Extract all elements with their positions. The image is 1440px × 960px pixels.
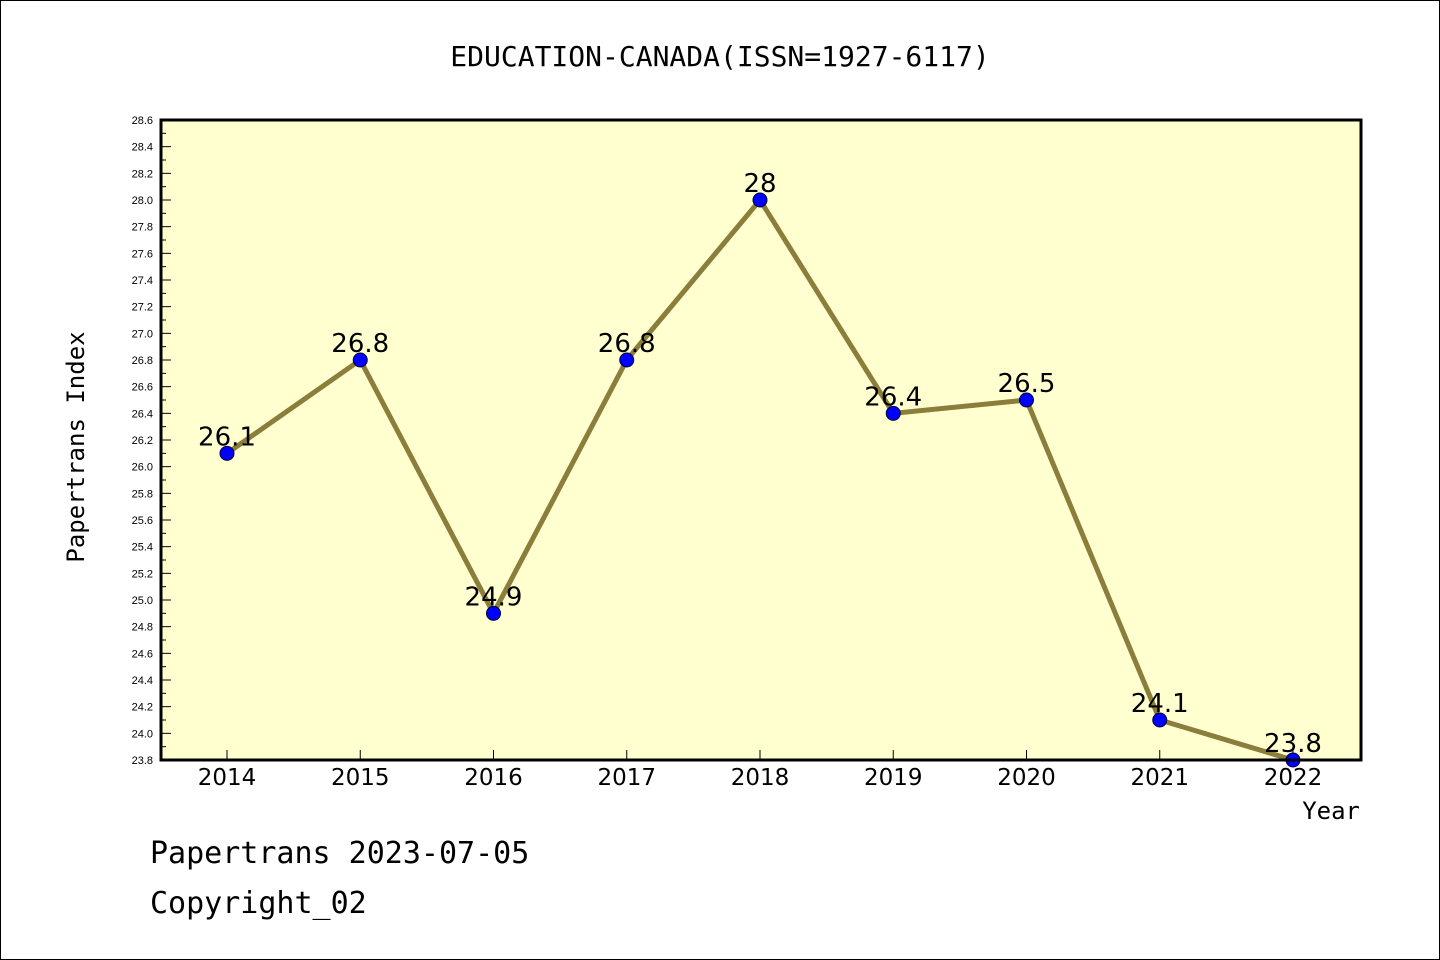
- data-markers: [219, 192, 1301, 768]
- plot-border: [159, 118, 1363, 762]
- data-point: [1019, 392, 1034, 408]
- plot-area: [161, 120, 1361, 760]
- y-tick-label: 27.6: [132, 248, 153, 260]
- y-tick-label: 27.0: [132, 328, 153, 340]
- y-tick-label: 28.4: [132, 142, 153, 154]
- data-label: 26.1: [198, 422, 256, 452]
- data-label: 23.8: [1264, 729, 1322, 759]
- data-point: [619, 352, 635, 368]
- data-point: [219, 445, 235, 461]
- data-point: [1152, 712, 1168, 728]
- x-tick-label: 2021: [1130, 765, 1189, 791]
- y-tick-label: 25.2: [132, 568, 153, 580]
- data-label: 26.4: [864, 382, 922, 412]
- x-tick-label: 2022: [1264, 765, 1323, 791]
- y-tick-label: 26.2: [132, 435, 153, 447]
- footer-date: Papertrans 2023-07-05: [150, 836, 530, 871]
- footer-copyright: Copyright_02: [150, 886, 367, 921]
- x-tick-label: 2017: [597, 765, 656, 791]
- y-tick-label: 24.2: [132, 702, 153, 714]
- data-label: 26.8: [598, 329, 656, 359]
- y-tick-label: 24.6: [132, 648, 153, 660]
- y-axis: 23.8 24.0 24.2 24.4 24.6 24.8 25.0 25.2 25.4 25.6…: [132, 115, 171, 767]
- y-tick-label: 24.4: [132, 675, 153, 687]
- x-tick-label: 2018: [731, 765, 790, 791]
- y-tick-label: 24.8: [132, 622, 153, 634]
- y-tick-label: 28.2: [132, 168, 153, 180]
- x-axis-label: Year: [1302, 797, 1360, 825]
- y-tick-label: 25.8: [132, 488, 153, 500]
- data-point: [352, 352, 368, 368]
- y-tick-label: 27.8: [132, 222, 153, 234]
- y-tick-label: 27.4: [132, 275, 153, 287]
- data-label: 24.9: [465, 582, 523, 612]
- x-tick-label: 2016: [464, 765, 523, 791]
- y-tick-label: 28.0: [132, 195, 153, 207]
- data-label: 26.5: [998, 369, 1056, 399]
- x-axis: 2014 2015 2016 2017 2018 2019 2020 2021 2022: [198, 750, 1323, 791]
- data-label: 24.1: [1131, 689, 1189, 719]
- data-label: 28: [743, 169, 776, 199]
- y-tick-label: 27.2: [132, 302, 153, 314]
- data-labels: 26.1 26.8 24.9 26.8 28 26.4 26.5 24.1 23.8: [198, 169, 1322, 759]
- y-tick-label: 25.4: [132, 542, 153, 554]
- y-tick-label: 28.6: [132, 115, 153, 127]
- y-tick-label: 26.8: [132, 355, 153, 367]
- y-axis-label: Papertrans Index: [62, 331, 90, 562]
- data-point: [885, 405, 901, 421]
- x-tick-label: 2015: [331, 765, 390, 791]
- y-tick-label: 26.6: [132, 382, 153, 394]
- y-tick-label: 25.6: [132, 515, 153, 527]
- y-tick-label: 26.4: [132, 408, 153, 420]
- y-tick-label: 23.8: [132, 755, 153, 767]
- data-point: [486, 605, 501, 621]
- data-label: 26.8: [331, 329, 389, 359]
- y-tick-label: 26.0: [132, 462, 153, 474]
- x-tick-label: 2014: [198, 765, 257, 791]
- y-tick-label: 25.0: [132, 595, 153, 607]
- x-tick-label: 2019: [864, 765, 923, 791]
- y-tick-label: 24.0: [132, 728, 153, 740]
- chart-title: EDUCATION-CANADA(ISSN=1927-6117): [450, 40, 989, 73]
- x-tick-label: 2020: [997, 765, 1056, 791]
- data-point: [752, 192, 768, 208]
